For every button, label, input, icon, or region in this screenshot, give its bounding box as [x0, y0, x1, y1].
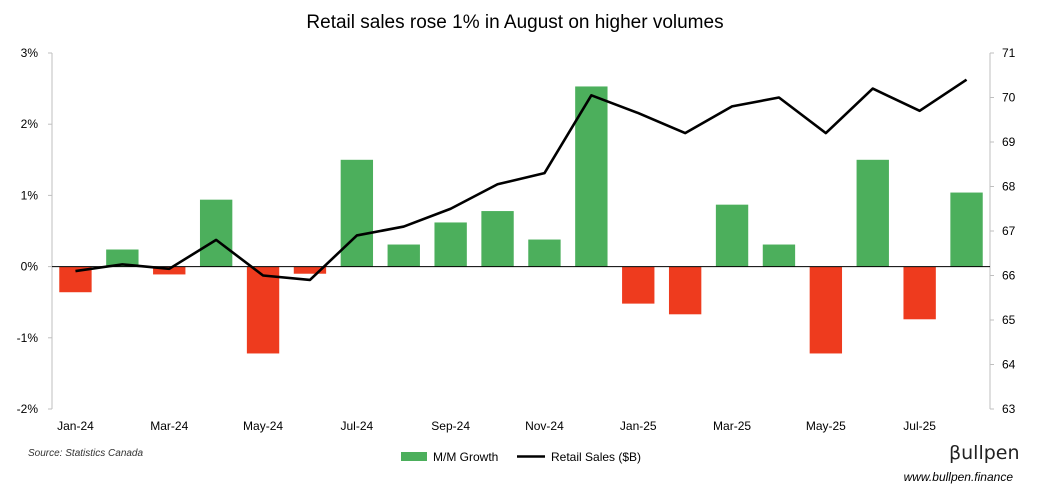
- legend-swatch-bars: [401, 452, 427, 461]
- right-tick-label: 67: [1002, 224, 1016, 238]
- x-tick-label: Mar-25: [713, 419, 751, 433]
- bar-Nov-24: [528, 239, 561, 267]
- right-tick-label: 63: [1002, 402, 1016, 416]
- bar-Jun-25: [856, 159, 889, 267]
- x-tick-label: May-25: [806, 419, 846, 433]
- left-tick-label: 3%: [21, 46, 39, 60]
- bar-Aug-25: [950, 192, 983, 267]
- x-tick-label: Jul-24: [341, 419, 374, 433]
- x-tick-label: Jul-25: [903, 419, 936, 433]
- right-tick-label: 70: [1002, 91, 1016, 105]
- bar-Sep-24: [434, 222, 467, 267]
- bar-Apr-25: [762, 244, 796, 267]
- x-tick-label: Nov-24: [525, 419, 564, 433]
- bar-Apr-24: [199, 199, 233, 267]
- bar-Mar-25: [715, 204, 749, 267]
- bar-May-25: [809, 266, 843, 354]
- legend-label-line: Retail Sales ($B): [551, 450, 641, 464]
- left-tick-label: 2%: [21, 117, 39, 131]
- right-tick-label: 65: [1002, 313, 1016, 327]
- x-tick-label: Jan-25: [620, 419, 657, 433]
- left-y-axis: -2% -1% 0% 1% 2% 3%: [17, 46, 53, 416]
- bar-May-24: [246, 266, 280, 354]
- bar-Oct-24: [481, 211, 514, 267]
- bar-series: [59, 86, 983, 354]
- bar-Feb-25: [668, 266, 702, 315]
- bar-Jan-25: [622, 266, 655, 304]
- right-tick-label: 69: [1002, 135, 1016, 149]
- bar-Jul-25: [903, 266, 936, 320]
- website-link[interactable]: www.bullpen.finance: [904, 470, 1014, 484]
- right-tick-label: 68: [1002, 180, 1016, 194]
- source-note: Source: Statistics Canada: [28, 448, 143, 459]
- x-tick-label: Mar-24: [150, 419, 188, 433]
- right-tick-label: 71: [1002, 46, 1016, 60]
- bar-Aug-24: [387, 244, 420, 267]
- bar-Jun-24: [293, 266, 327, 274]
- right-tick-label: 64: [1002, 358, 1016, 372]
- brand-logo: βullpen: [949, 442, 1020, 464]
- x-tick-label: Jan-24: [57, 419, 94, 433]
- left-tick-label: 0%: [21, 260, 39, 274]
- bar-Feb-24: [106, 249, 139, 267]
- bar-Dec-24: [575, 86, 608, 267]
- x-axis-ticks: Jan-24 Mar-24 May-24 Jul-24 Sep-24 Nov-24 Jan-…: [57, 419, 936, 433]
- x-tick-label: Sep-24: [431, 419, 470, 433]
- line-series: [75, 78, 968, 282]
- right-y-axis: 63 64 65 66 67 68 69 70 71: [989, 46, 1016, 416]
- legend: M/M Growth Retail Sales ($B): [401, 450, 641, 464]
- legend-label-bars: M/M Growth: [433, 450, 498, 464]
- bar-Mar-24: [153, 266, 186, 275]
- right-tick-label: 66: [1002, 269, 1016, 283]
- bar-Jul-24: [340, 159, 374, 267]
- left-tick-label: -2%: [17, 402, 39, 416]
- retail-sales-line: [75, 78, 968, 282]
- left-tick-label: -1%: [17, 331, 39, 345]
- x-tick-label: May-24: [243, 419, 283, 433]
- chart-title: Retail sales rose 1% in August on higher…: [306, 12, 723, 33]
- left-tick-label: 1%: [21, 188, 39, 202]
